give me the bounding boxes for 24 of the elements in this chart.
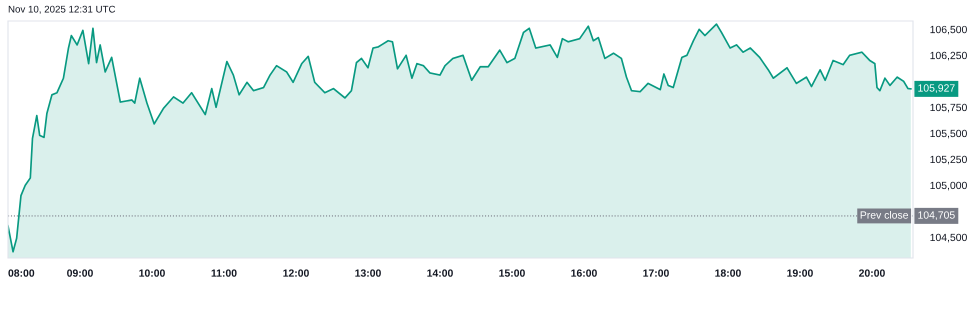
- x-tick-label: 20:00: [859, 269, 885, 277]
- y-tick-label: 106,500: [930, 26, 967, 34]
- x-tick-label: 14:00: [427, 269, 453, 277]
- y-tick-label: 104,500: [930, 234, 967, 242]
- x-tick-label: 09:00: [67, 269, 93, 277]
- y-tick-label: 105,500: [930, 130, 967, 138]
- y-tick-label: 106,250: [930, 52, 967, 60]
- x-tick-label: 17:00: [643, 269, 669, 277]
- annotation: 105,927: [918, 84, 955, 93]
- x-tick-label: 10:00: [139, 269, 165, 277]
- x-tick-label: 15:00: [499, 269, 525, 277]
- y-tick-label: 105,000: [930, 182, 967, 190]
- x-tick-label: 12:00: [283, 269, 309, 277]
- annotation: 104,705: [918, 211, 955, 220]
- chart-title: Nov 10, 2025 12:31 UTC: [8, 6, 116, 14]
- x-tick-label: 08:00: [8, 269, 34, 277]
- x-tick-label: 19:00: [787, 269, 813, 277]
- x-tick-label: 18:00: [715, 269, 741, 277]
- x-tick-label: 11:00: [212, 269, 237, 277]
- y-tick-label: 105,750: [930, 104, 967, 112]
- x-tick-label: 16:00: [571, 269, 597, 277]
- y-tick-label: 105,250: [930, 156, 967, 164]
- x-tick-label: 13:00: [355, 269, 381, 277]
- ref-line-label: Prev close: [860, 211, 908, 219]
